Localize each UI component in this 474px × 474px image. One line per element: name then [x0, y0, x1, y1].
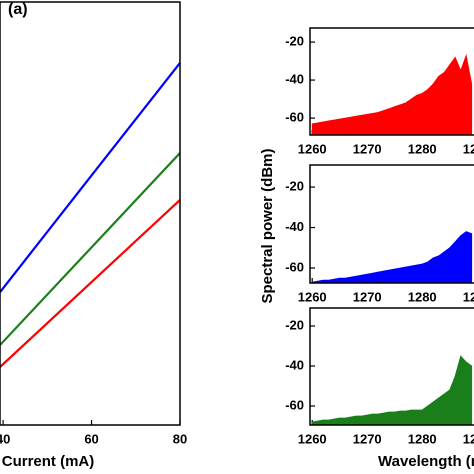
x-tick-label: 1280: [408, 431, 437, 446]
plot-frame: [309, 164, 474, 284]
y-tick-label: -40: [285, 219, 304, 234]
y-tick-label: -40: [285, 72, 304, 87]
panel-label: (a): [8, 1, 28, 18]
y-tick-label: -60: [285, 259, 304, 274]
plot-frame: [0, 1, 181, 426]
x-tick-label: 40: [0, 431, 10, 446]
x-axis-label: Wavelength (nm): [378, 453, 474, 470]
spectrum: [311, 53, 473, 136]
line: [0, 152, 181, 346]
y-tick-label: -60: [285, 110, 304, 125]
x-tick-label: 1290: [463, 431, 474, 446]
line: [0, 62, 181, 293]
x-tick-label: 1270: [353, 289, 382, 304]
y-tick-label: -40: [285, 357, 304, 372]
x-axis-label: Current (mA): [2, 453, 95, 470]
x-tick-label: 1290: [463, 289, 474, 304]
x-tick-label: 1270: [353, 141, 382, 156]
spectrum: [311, 231, 473, 284]
plot-frame: [309, 307, 474, 426]
y-tick-label: -20: [285, 34, 304, 49]
y-tick-label: -20: [285, 178, 304, 193]
x-tick-label: 1260: [298, 141, 327, 156]
x-tick-label: 1270: [353, 431, 382, 446]
x-tick-label: 1260: [298, 431, 327, 446]
spectrum: [311, 355, 473, 426]
x-tick-label: 1260: [298, 289, 327, 304]
plot-frame: [309, 27, 474, 136]
y-axis-label: Spectral power (dBm): [259, 148, 276, 303]
y-tick-label: -60: [285, 397, 304, 412]
x-tick-label: 60: [84, 431, 98, 446]
line: [0, 199, 181, 368]
x-tick-label: 1290: [463, 141, 474, 156]
y-tick-label: -20: [285, 317, 304, 332]
x-tick-label: 80: [173, 431, 187, 446]
x-tick-label: 1280: [408, 141, 437, 156]
x-tick-label: 1280: [408, 289, 437, 304]
